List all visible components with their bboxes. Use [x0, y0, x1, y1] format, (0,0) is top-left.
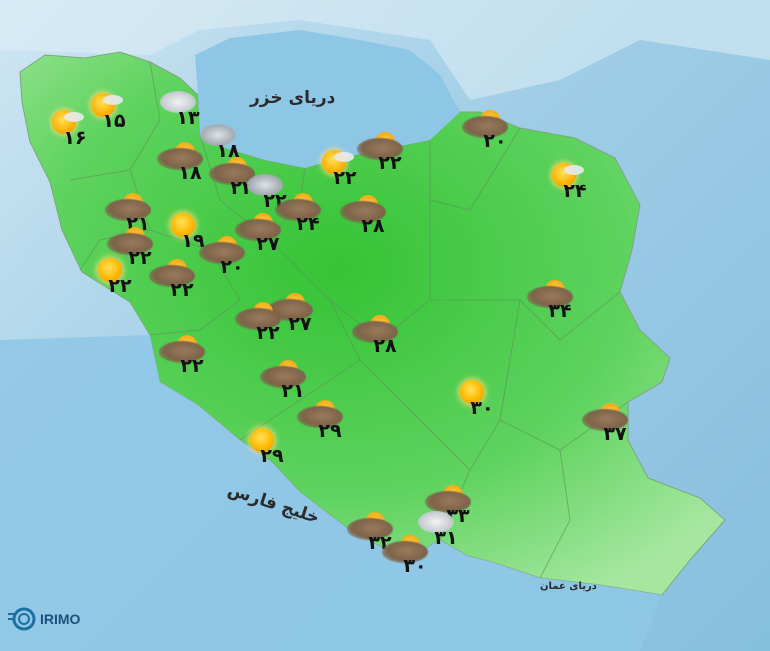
dust-icon [159, 335, 205, 365]
station-temperature: ۲۰ [483, 130, 507, 152]
sun-cloud-icon [320, 148, 354, 176]
dust-icon [352, 315, 398, 345]
station-temperature: ۱۸ [216, 140, 240, 162]
sun-icon [460, 380, 484, 404]
station-temperature: ۲۷ [256, 233, 280, 255]
dust-icon [209, 157, 255, 187]
sun-icon [250, 428, 274, 452]
station-temperature: ۲۰ [220, 256, 244, 278]
dust-icon [157, 142, 203, 172]
station-temperature: ۲۲ [333, 167, 357, 189]
dust-icon [149, 259, 195, 289]
station-temperature: ۱۹ [181, 230, 205, 252]
dust-icon [260, 360, 306, 390]
irimo-logo-text: IRIMO [40, 611, 81, 627]
dust-icon [107, 227, 153, 257]
dust-icon [527, 280, 573, 310]
station-temperature: ۱۶ [63, 127, 87, 149]
dust-icon [382, 535, 428, 565]
station-temperature: ۲۲ [170, 279, 194, 301]
sun-icon [98, 258, 122, 282]
dust-icon [297, 400, 343, 430]
caspian-sea [195, 30, 460, 168]
sun-cloud-icon [550, 161, 584, 189]
station-temperature: ۲۴ [563, 180, 587, 202]
oman-sea-label: دریای عمان [540, 581, 597, 592]
sun-cloud-icon [89, 91, 123, 119]
station-temperature: ۲۴ [296, 213, 320, 235]
station-temperature: ۲۸ [373, 335, 397, 357]
station-temperature: ۳۰ [470, 397, 494, 419]
sun-icon [171, 213, 195, 237]
caspian-sea-label: دریای خزر [250, 88, 336, 108]
station-temperature: ۲۲ [378, 152, 402, 174]
station-temperature: ۲۲ [128, 247, 152, 269]
station-temperature: ۲۲ [256, 322, 280, 344]
dust-icon [582, 403, 628, 433]
dust-icon [275, 193, 321, 223]
station-temperature: ۳۰ [403, 555, 427, 577]
dust-icon [235, 302, 281, 332]
station-temperature: ۱۳ [176, 107, 200, 129]
neighbor-land [0, 0, 770, 100]
station-temperature: ۲۹ [260, 445, 284, 467]
cloud-icon [418, 511, 454, 533]
dust-icon [425, 485, 471, 515]
irimo-logo: IRIMO [8, 606, 80, 632]
dust-icon [105, 193, 151, 223]
irimo-logo-icon [8, 607, 36, 631]
dust-icon [347, 512, 393, 542]
station-temperature: ۱۵ [102, 110, 126, 132]
station-temperature: ۳۷ [603, 423, 627, 445]
station-temperature: ۲۲ [108, 275, 132, 297]
dust-icon [199, 236, 245, 266]
station-temperature: ۳۴ [548, 300, 572, 322]
dust-icon [462, 110, 508, 140]
dust-icon [235, 213, 281, 243]
rain-cloud-icon [247, 174, 283, 196]
dust-icon [340, 195, 386, 225]
station-temperature: ۲۷ [288, 313, 312, 335]
sun-cloud-icon [50, 108, 84, 136]
station-temperature: ۲۲ [180, 355, 204, 377]
station-temperature: ۲۸ [361, 215, 385, 237]
persian-gulf [0, 335, 662, 651]
station-temperature: ۲۱ [281, 380, 305, 402]
dust-icon [357, 132, 403, 162]
station-temperature: ۲۹ [318, 420, 342, 442]
station-temperature: ۱۸ [178, 162, 202, 184]
cloud-icon [160, 91, 196, 113]
station-temperature: ۳۱ [434, 527, 458, 549]
rain-cloud-icon [200, 124, 236, 146]
